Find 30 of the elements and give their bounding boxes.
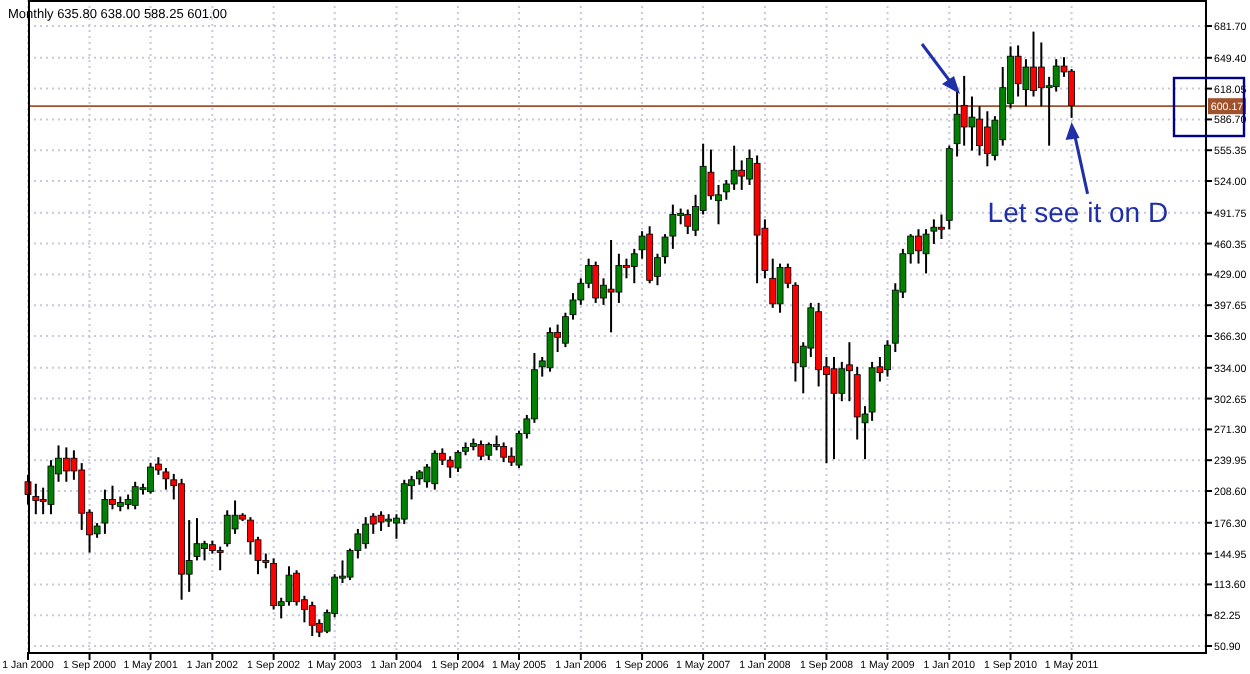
candlestick xyxy=(101,488,109,535)
candlestick xyxy=(830,355,838,461)
candlestick xyxy=(446,455,454,479)
candlestick xyxy=(201,539,208,562)
candlestick xyxy=(216,545,224,572)
candlestick xyxy=(968,95,976,152)
candlestick xyxy=(131,480,139,511)
candlestick xyxy=(477,439,485,462)
candlestick xyxy=(646,225,654,285)
candlestick xyxy=(546,326,554,373)
candlestick xyxy=(500,441,508,464)
candlestick xyxy=(1014,44,1022,98)
candlestick xyxy=(62,446,70,483)
candlestick xyxy=(147,462,154,495)
candlestick xyxy=(362,516,370,550)
candlestick xyxy=(400,478,408,526)
candlestick xyxy=(983,110,991,168)
candlestick xyxy=(915,228,922,265)
candlestick xyxy=(270,557,278,611)
candlestick xyxy=(592,260,600,304)
candlestick xyxy=(684,208,692,236)
candlestick xyxy=(431,449,439,491)
annotation: Let see it on D xyxy=(987,195,1169,228)
candlestick xyxy=(377,510,385,532)
candlestick xyxy=(1030,30,1037,98)
candlestick xyxy=(776,262,784,314)
candlestick xyxy=(454,449,462,473)
candlestick xyxy=(607,239,615,334)
candlestick xyxy=(308,600,316,638)
candlestick xyxy=(738,159,746,191)
